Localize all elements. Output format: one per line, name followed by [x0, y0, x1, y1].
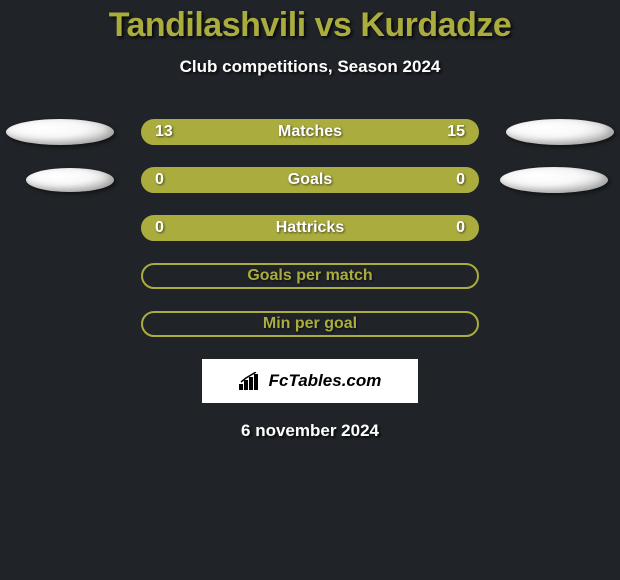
- stat-bar-goals: 0 Goals 0: [141, 167, 479, 193]
- stat-bar-matches: 13 Matches 15: [141, 119, 479, 145]
- stat-label: Goals per match: [247, 267, 372, 285]
- stat-value-right: 0: [456, 219, 465, 237]
- stat-label: Goals: [288, 171, 332, 189]
- stat-value-left: 0: [155, 171, 164, 189]
- stat-row: 13 Matches 15: [0, 119, 620, 145]
- subtitle: Club competitions, Season 2024: [180, 57, 441, 77]
- stat-bar-min-per-goal: Min per goal: [141, 311, 479, 337]
- stat-row: Goals per match: [0, 263, 620, 289]
- stat-bar-hattricks: 0 Hattricks 0: [141, 215, 479, 241]
- date-label: 6 november 2024: [241, 421, 379, 441]
- comparison-card: Tandilashvili vs Kurdadze Club competiti…: [0, 0, 620, 441]
- player-left-marker: [26, 168, 114, 192]
- stats-wrapper: 13 Matches 15 0 Goals 0 0 Hattricks 0: [0, 119, 620, 337]
- player-right-marker: [506, 119, 614, 145]
- stat-row: 0 Hattricks 0: [0, 215, 620, 241]
- chart-icon: [239, 372, 263, 390]
- stat-row: Min per goal: [0, 311, 620, 337]
- player-right-marker: [500, 167, 608, 193]
- logo-box[interactable]: FcTables.com: [202, 359, 418, 403]
- page-title: Tandilashvili vs Kurdadze: [109, 6, 512, 45]
- stat-value-left: 13: [155, 123, 173, 141]
- logo-text: FcTables.com: [269, 371, 382, 391]
- stat-bar-goals-per-match: Goals per match: [141, 263, 479, 289]
- stat-value-right: 0: [456, 171, 465, 189]
- stat-label: Hattricks: [276, 219, 344, 237]
- stat-row: 0 Goals 0: [0, 167, 620, 193]
- stat-value-left: 0: [155, 219, 164, 237]
- stat-value-right: 15: [447, 123, 465, 141]
- stat-label: Min per goal: [263, 315, 357, 333]
- player-left-marker: [6, 119, 114, 145]
- stat-label: Matches: [278, 123, 342, 141]
